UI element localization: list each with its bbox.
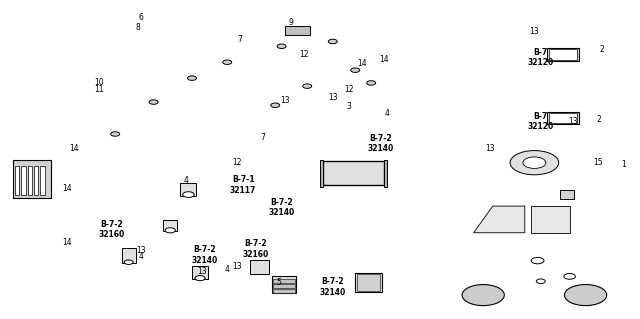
Circle shape <box>564 285 607 306</box>
Text: 15: 15 <box>593 158 604 167</box>
Text: 13: 13 <box>196 267 207 276</box>
Circle shape <box>149 100 158 104</box>
Text: 10: 10 <box>94 78 104 87</box>
FancyBboxPatch shape <box>442 233 627 306</box>
Text: 4: 4 <box>183 176 188 185</box>
Text: B-7
32120: B-7 32120 <box>527 112 554 131</box>
Bar <box>13 160 51 198</box>
Circle shape <box>510 151 559 175</box>
Circle shape <box>303 84 312 88</box>
Text: 2: 2 <box>596 115 601 124</box>
Text: 9: 9 <box>289 18 294 27</box>
Circle shape <box>124 260 133 264</box>
Polygon shape <box>531 206 570 233</box>
Circle shape <box>462 285 504 306</box>
Bar <box>549 113 577 123</box>
Polygon shape <box>474 206 525 233</box>
Bar <box>250 260 269 274</box>
Text: B-7-1
32117: B-7-1 32117 <box>230 175 257 195</box>
Text: 13: 13 <box>280 96 290 105</box>
Bar <box>357 274 380 291</box>
Bar <box>122 248 136 263</box>
Text: B-7
32120: B-7 32120 <box>527 48 554 67</box>
Circle shape <box>277 44 286 48</box>
Text: 5: 5 <box>276 278 281 287</box>
Bar <box>560 190 574 199</box>
Text: 11: 11 <box>95 85 104 94</box>
Circle shape <box>523 157 546 168</box>
Text: 1: 1 <box>621 160 627 169</box>
Text: SJA4B1341: SJA4B1341 <box>586 303 624 309</box>
Bar <box>40 166 45 195</box>
Bar <box>384 160 387 187</box>
Text: 6: 6 <box>138 13 143 22</box>
Text: 14: 14 <box>62 184 72 193</box>
Text: B-7-2
32160: B-7-2 32160 <box>243 239 269 258</box>
Circle shape <box>271 103 280 108</box>
Bar <box>15 166 19 195</box>
Circle shape <box>111 132 120 136</box>
Text: 4: 4 <box>385 109 390 118</box>
Polygon shape <box>467 200 614 236</box>
Text: 3: 3 <box>346 102 351 111</box>
Text: 14: 14 <box>356 59 367 68</box>
Text: 12: 12 <box>300 50 308 59</box>
Text: 13: 13 <box>484 144 495 153</box>
Bar <box>547 112 579 124</box>
Circle shape <box>495 143 574 182</box>
Circle shape <box>531 257 544 264</box>
Text: 8: 8 <box>135 23 140 32</box>
Text: 13: 13 <box>232 262 242 271</box>
Text: B-7-2
32140: B-7-2 32140 <box>268 198 295 217</box>
Text: 13: 13 <box>568 117 578 126</box>
Text: B-7-2
32140: B-7-2 32140 <box>319 278 346 297</box>
Bar <box>547 48 579 61</box>
Bar <box>163 220 177 231</box>
Bar <box>273 289 295 293</box>
Bar <box>285 26 310 35</box>
Text: 14: 14 <box>62 238 72 247</box>
Bar <box>323 161 384 185</box>
Circle shape <box>564 273 575 279</box>
Text: 4: 4 <box>225 265 230 274</box>
Text: B-7-2
32140: B-7-2 32140 <box>191 246 218 265</box>
Text: B-7-2
32140: B-7-2 32140 <box>367 134 394 153</box>
Text: 2: 2 <box>599 45 604 54</box>
Text: 7: 7 <box>260 133 265 142</box>
Circle shape <box>223 60 232 64</box>
Text: 7: 7 <box>237 35 243 44</box>
Text: 12: 12 <box>232 158 241 167</box>
Circle shape <box>165 228 175 233</box>
Bar <box>273 284 295 288</box>
Text: 4: 4 <box>138 252 143 261</box>
Bar <box>28 166 32 195</box>
Bar <box>355 273 382 292</box>
Circle shape <box>195 276 205 281</box>
Bar <box>180 183 196 196</box>
Bar <box>192 266 208 279</box>
Text: 13: 13 <box>328 93 338 102</box>
Circle shape <box>328 39 337 44</box>
Circle shape <box>351 68 360 72</box>
Text: 13: 13 <box>529 27 540 36</box>
Text: B-7-2
32160: B-7-2 32160 <box>99 220 125 239</box>
Circle shape <box>536 279 545 284</box>
Bar <box>21 166 26 195</box>
Bar <box>272 276 296 293</box>
Bar <box>273 279 295 283</box>
Bar <box>549 49 577 60</box>
Circle shape <box>183 192 195 197</box>
Text: 14: 14 <box>379 55 389 63</box>
Text: 14: 14 <box>68 144 79 153</box>
Bar <box>320 160 323 187</box>
Bar <box>34 166 38 195</box>
Text: 12: 12 <box>344 85 353 94</box>
Circle shape <box>188 76 196 80</box>
Text: 13: 13 <box>136 246 146 255</box>
Text: FR.: FR. <box>612 6 630 16</box>
Circle shape <box>367 81 376 85</box>
